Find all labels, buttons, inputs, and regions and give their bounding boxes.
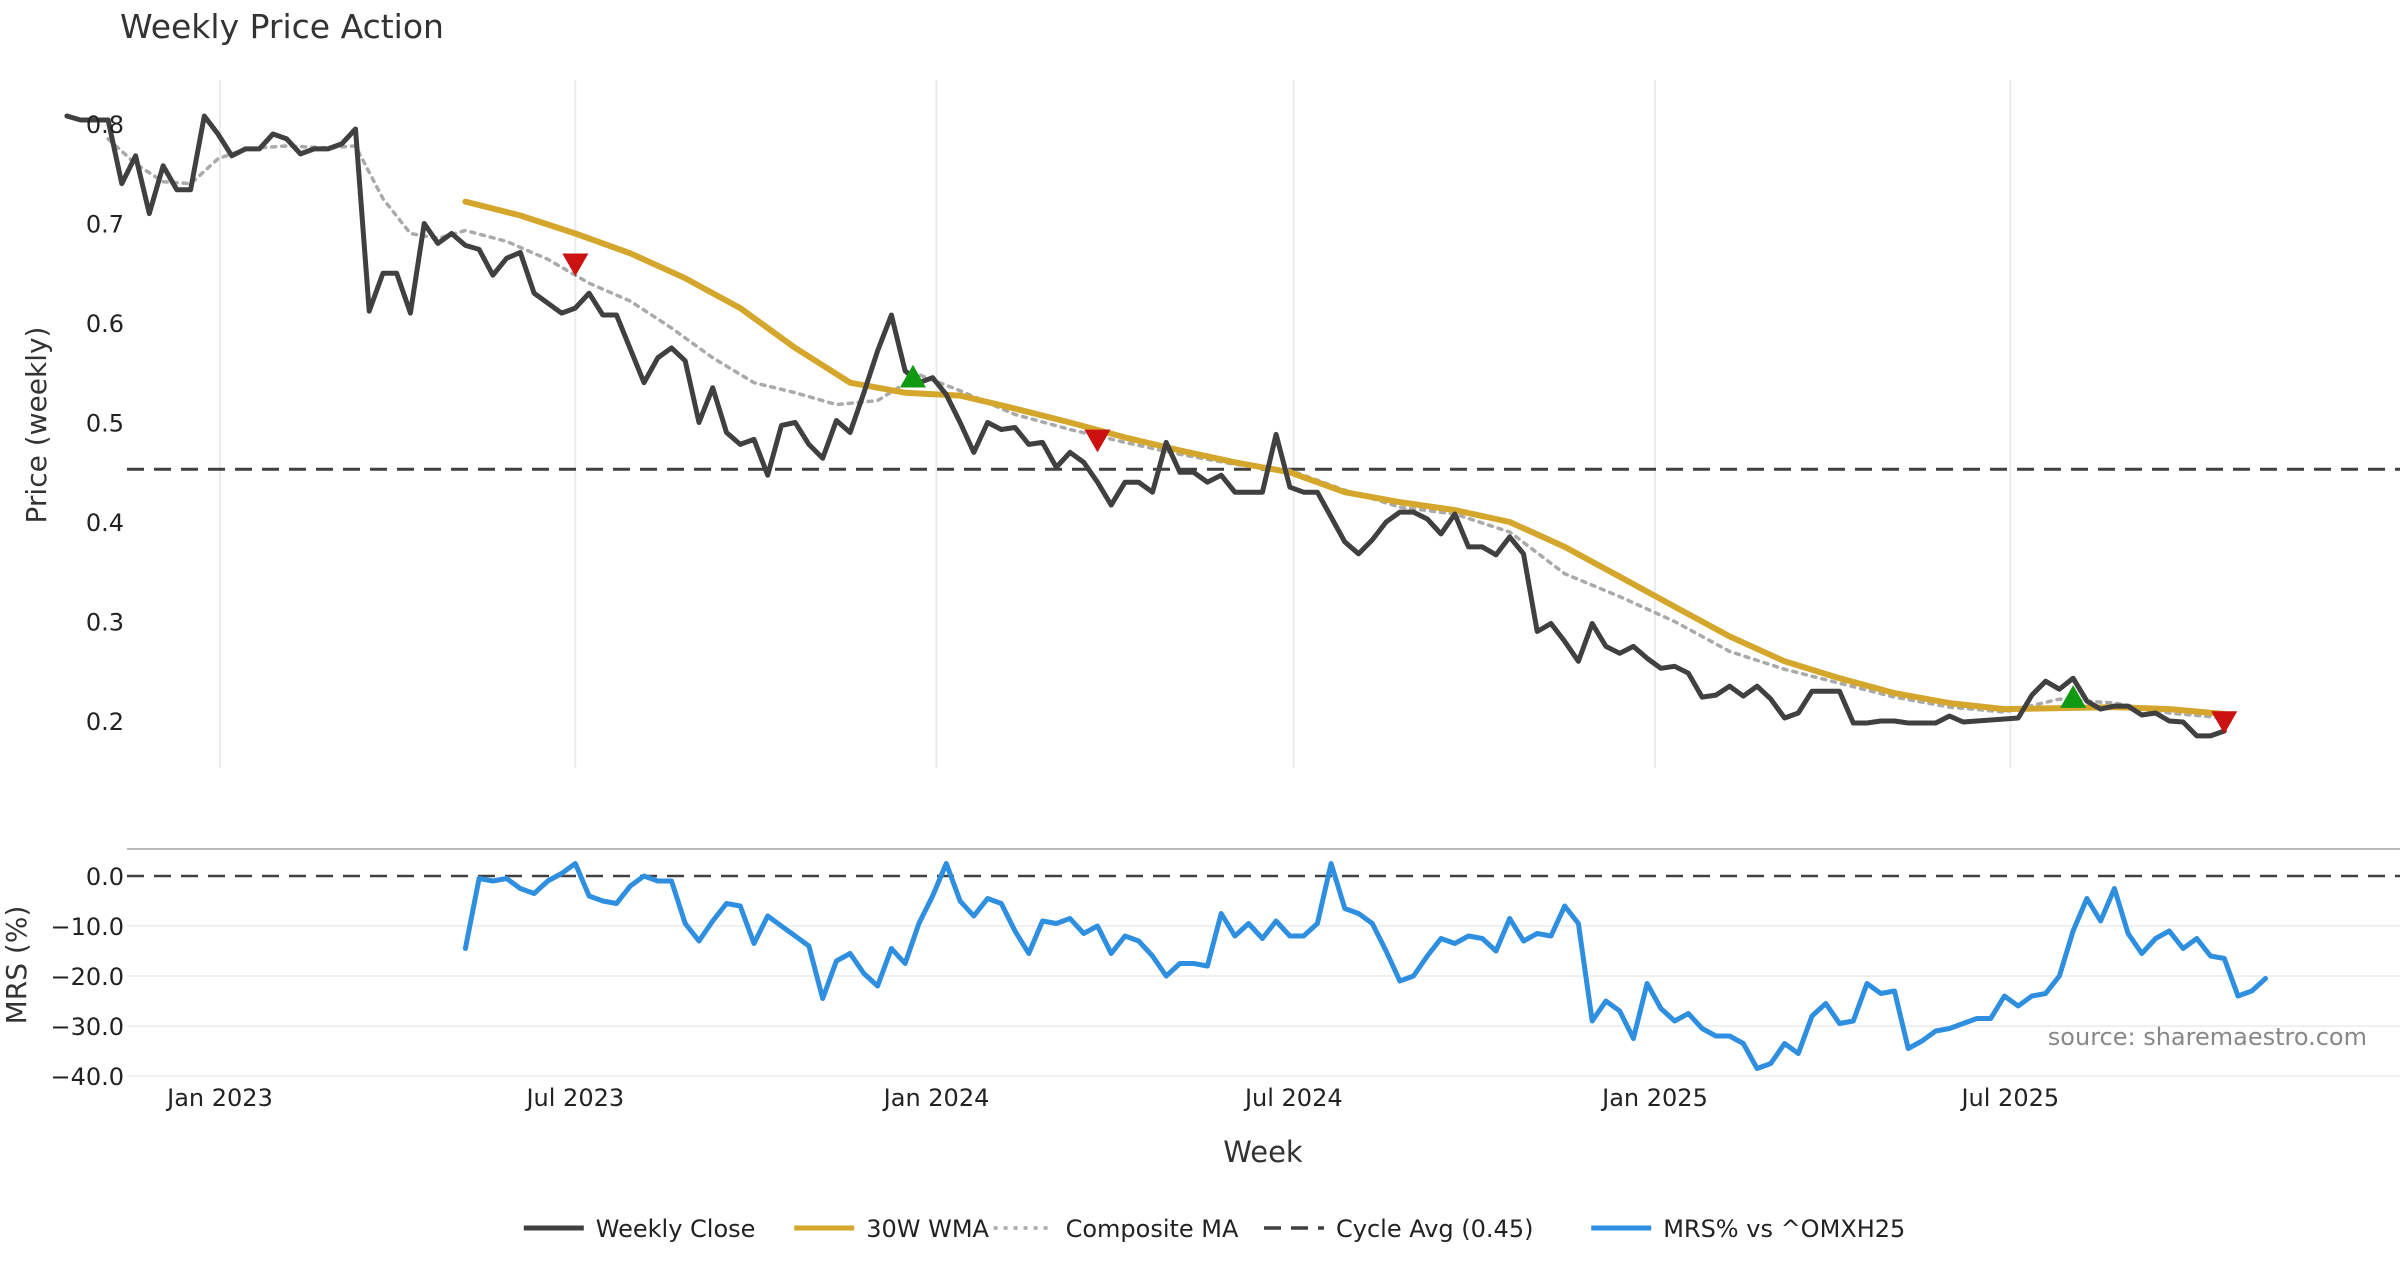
mrs-y-tick-label: −40.0: [50, 1063, 124, 1091]
price-y-tick-label: 0.3: [86, 609, 124, 637]
price-y-tick-label: 0.6: [86, 310, 124, 338]
x-ticks: Jan 2023 Jul 2023 Jan 2024 Jul 2024 Jan 2025…: [165, 1084, 2059, 1112]
price-y-tick-label: 0.5: [86, 410, 124, 438]
legend-label-cycle: Cycle Avg (0.45): [1336, 1215, 1533, 1243]
x-tick-label: Jan 2024: [882, 1084, 990, 1112]
chart-title: Weekly Price Action: [120, 7, 444, 46]
series-line-mrs: [462, 861, 2268, 1071]
mrs-y-tick-label: −20.0: [50, 963, 124, 991]
buy-signal-marker: [2060, 685, 2087, 708]
price-y-axis-label: Price (weekly): [20, 327, 53, 524]
legend-label-wma: 30W WMA: [866, 1215, 989, 1243]
mrs-grid: [127, 848, 2400, 1077]
price-grid: [219, 80, 2012, 768]
sell-signal-marker: [562, 253, 589, 277]
series-line-close: [64, 113, 2227, 739]
price-y-tick-label: 0.8: [86, 111, 124, 139]
x-tick-label: Jul 2025: [1959, 1084, 2059, 1112]
legend: Weekly Close 30W WMA Composite MA Cycle Avg…: [523, 1215, 1905, 1243]
legend-label-close: Weekly Close: [596, 1215, 756, 1243]
x-tick-label: Jul 2023: [524, 1084, 624, 1112]
series-line-wma: [462, 198, 2228, 717]
buy-signal-marker: [899, 364, 926, 388]
x-tick-label: Jan 2025: [1600, 1084, 1708, 1112]
x-axis-label: Week: [1223, 1135, 1303, 1169]
mrs-y-tick-label: 0.0: [86, 863, 124, 891]
price-y-tick-label: 0.4: [86, 509, 124, 537]
mrs-y-tick-label: −10.0: [50, 913, 124, 941]
mrs-series-group: [127, 861, 2400, 1071]
sell-signal-marker: [1084, 429, 1111, 453]
price-y-tick-label: 0.7: [86, 211, 124, 239]
x-tick-label: Jan 2023: [165, 1084, 273, 1112]
mrs-y-axis-label: MRS (%): [0, 906, 33, 1025]
legend-label-comp: Composite MA: [1066, 1215, 1239, 1243]
sell-signal-marker: [2211, 711, 2238, 734]
x-tick-label: Jul 2024: [1243, 1084, 1343, 1112]
mrs-y-tick-label: −30.0: [50, 1013, 124, 1041]
signal-markers: [562, 253, 2238, 734]
price-series-group: [64, 113, 2400, 739]
legend-label-mrs: MRS% vs ^OMXH25: [1663, 1215, 1905, 1243]
source-text: source: sharemaestro.com: [2048, 1023, 2367, 1051]
price-y-tick-label: 0.2: [86, 708, 124, 736]
price-y-ticks: 0.2 0.3 0.4 0.5 0.6 0.7 0.8: [86, 111, 124, 736]
mrs-y-ticks: 0.0 −10.0 −20.0 −30.0 −40.0: [50, 863, 124, 1091]
